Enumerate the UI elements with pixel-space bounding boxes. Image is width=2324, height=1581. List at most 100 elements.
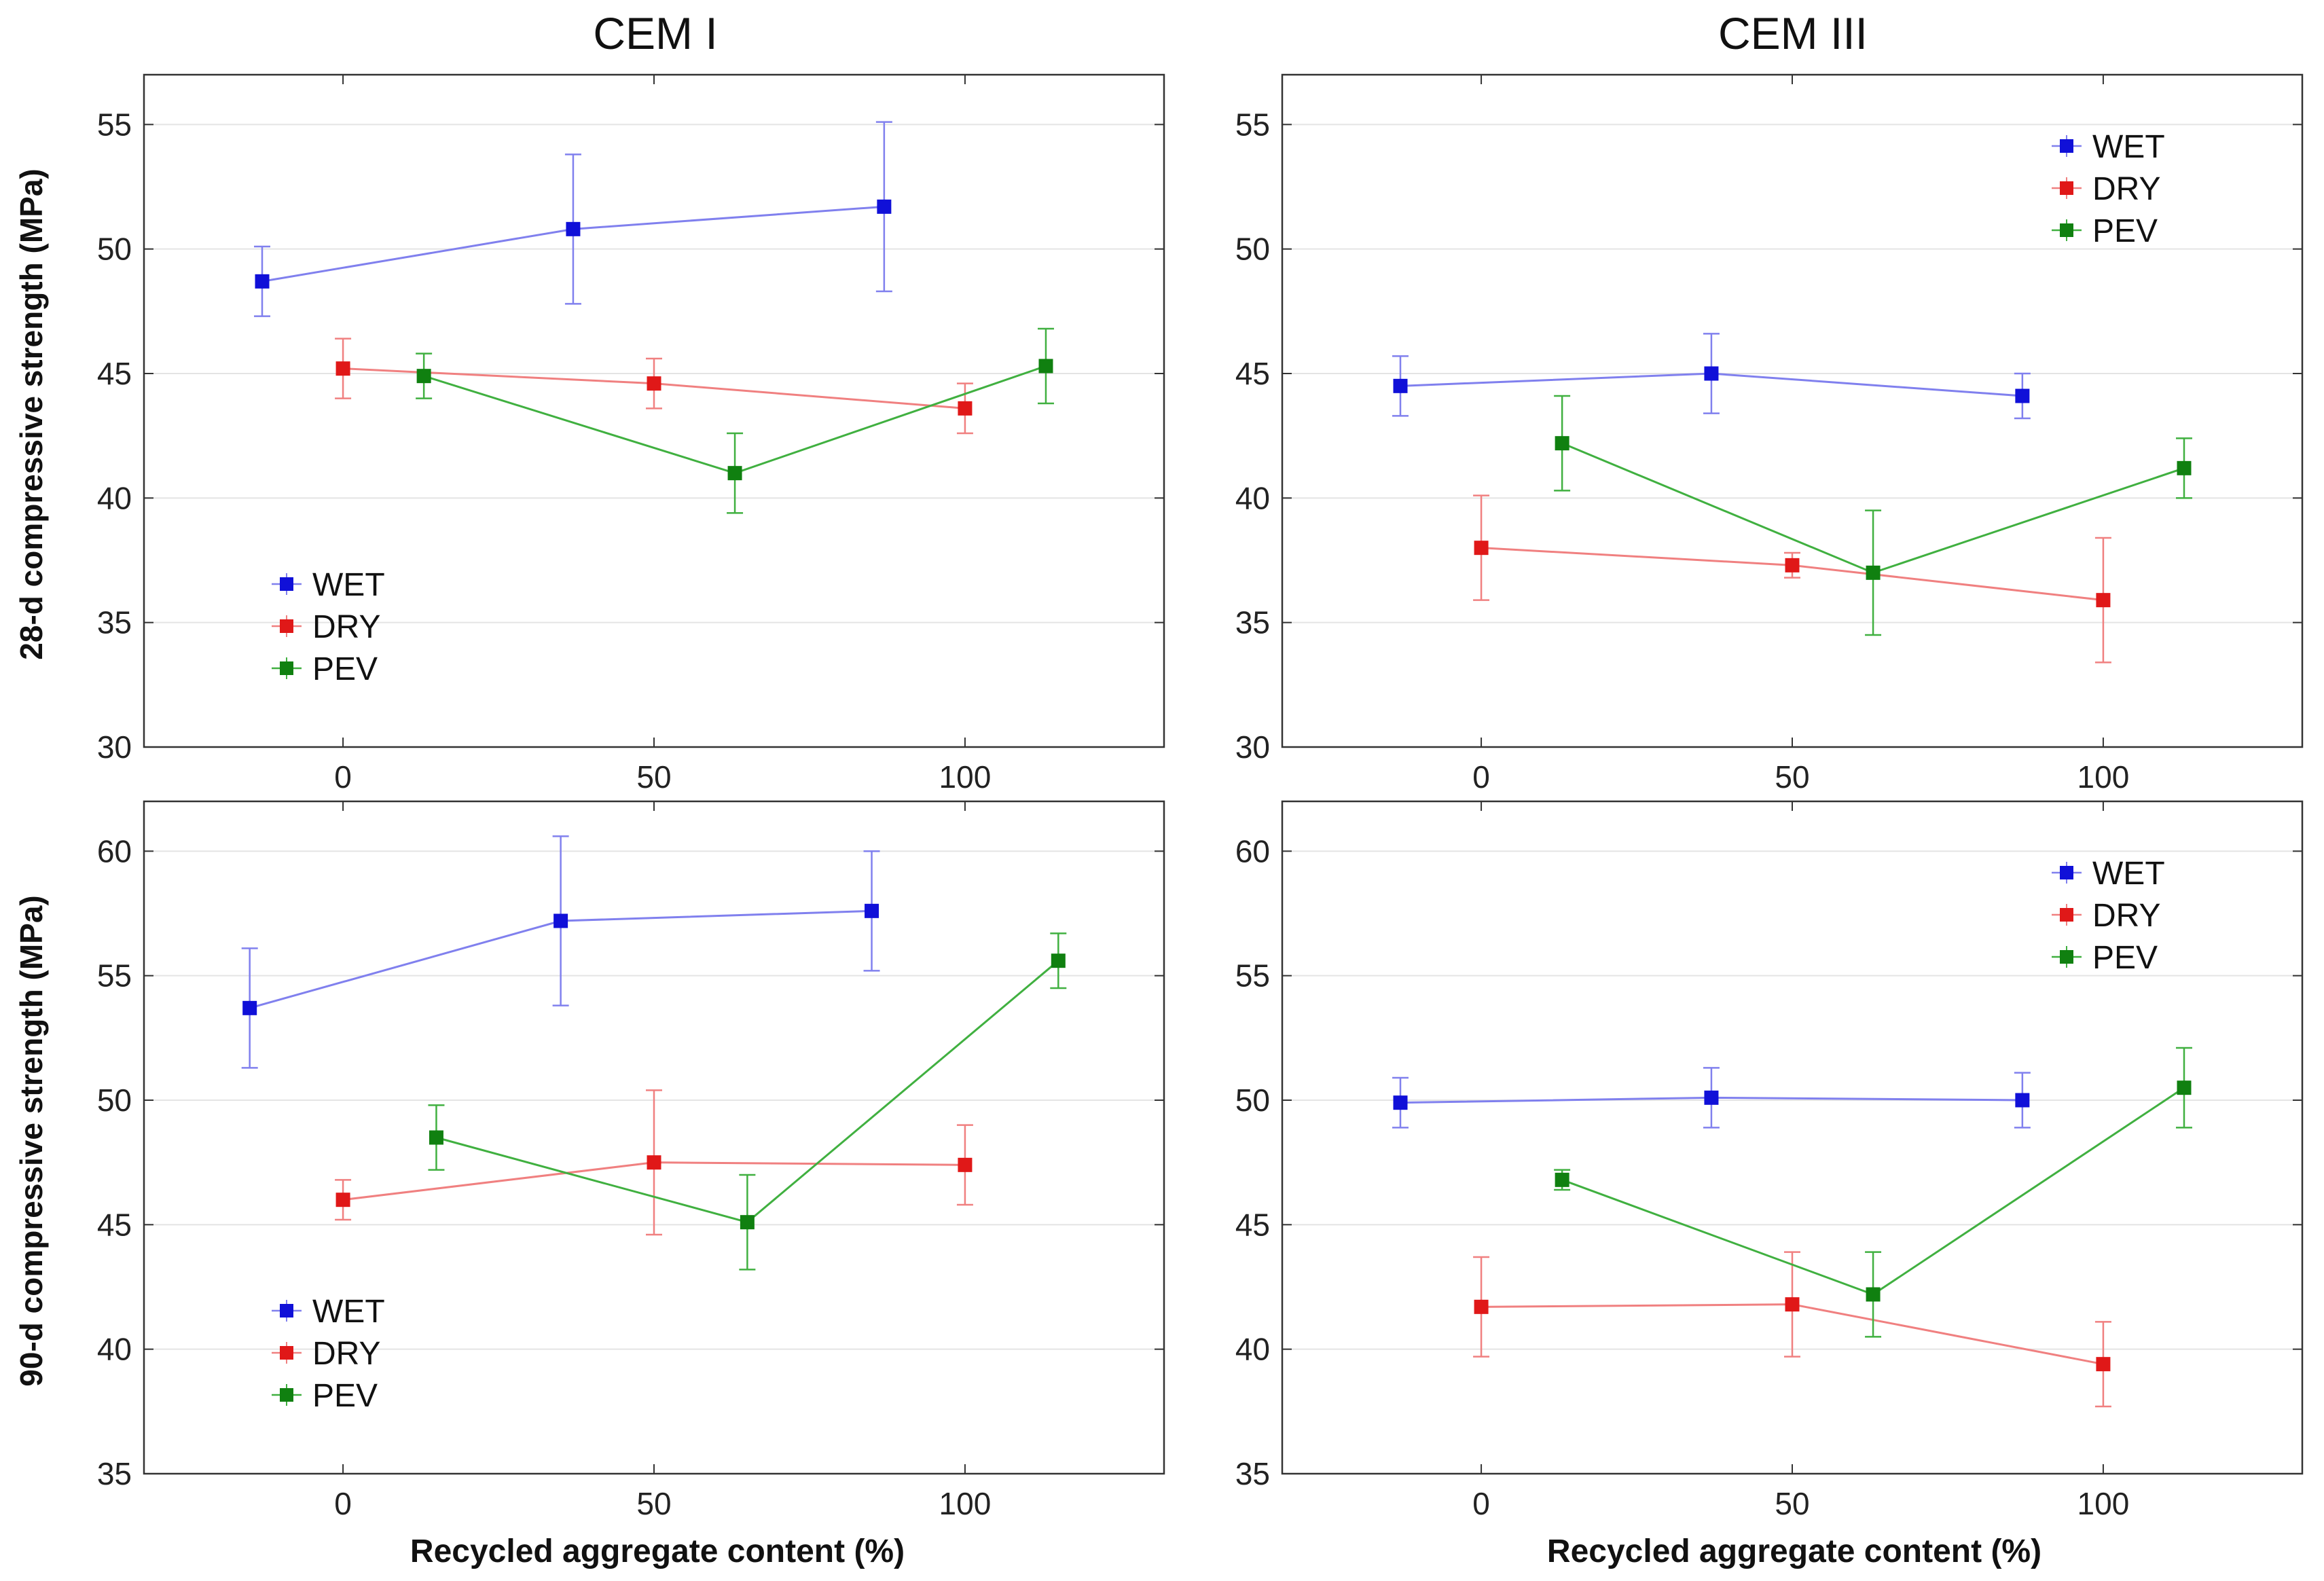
- panel-top-left-series-dry: [335, 338, 973, 435]
- panel-bottom-right-ytick-label-50: 50: [1235, 1083, 1270, 1118]
- panel-bottom-left-point-wet-1: [553, 913, 568, 928]
- panel-bottom-right-point-wet-0: [1393, 1095, 1408, 1110]
- panel-bottom-left-point-pev-0: [429, 1130, 443, 1145]
- panel-bottom-right-point-wet-2: [2015, 1093, 2030, 1108]
- panel-bottom-right-ytick-label-45: 45: [1235, 1207, 1270, 1242]
- panel-top-left-legend-marker-wet: [280, 577, 293, 591]
- panel-bottom-right-point-wet-1: [1704, 1090, 1719, 1105]
- panel-bottom-left-ytick-label-50: 50: [97, 1083, 132, 1118]
- panel-bottom-left-point-dry-2: [958, 1157, 973, 1172]
- panel-top-right-legend-marker-pev: [2060, 223, 2073, 237]
- panel-bottom-right-series-dry: [1473, 1251, 2111, 1408]
- panel-bottom-right-legend-marker-dry: [2060, 908, 2073, 922]
- panel-bottom-right-legend-label-wet: WET: [2092, 856, 2165, 892]
- panel-bottom-left-series-dry: [335, 1089, 973, 1236]
- panel-top-right-point-wet-2: [2015, 388, 2030, 403]
- panel-bottom-left-legend-marker-wet: [280, 1304, 293, 1318]
- panel-top-right-legend: WET DRY PEV: [2052, 129, 2165, 249]
- panel-bottom-left-series-pev: [428, 932, 1067, 1271]
- panel-bottom-right-ytick-label-60: 60: [1235, 833, 1270, 869]
- panel-top-left-series-wet: [254, 121, 892, 317]
- panel-top-right-legend-label-pev: PEV: [2092, 213, 2158, 249]
- panel-top-left-point-wet-0: [255, 274, 270, 289]
- panel-top-left-point-wet-2: [877, 199, 892, 214]
- panel-bottom-left-series-wet: [241, 835, 880, 1069]
- panel-top-left: 30 35 40 45 50 55 0 50 100 WET DRY PEV: [97, 73, 1165, 795]
- panel-bottom-right-ytick-label-55: 55: [1235, 958, 1270, 994]
- panel-top-right-point-wet-0: [1393, 378, 1408, 393]
- panel-bottom-right-legend: WET DRY PEV: [2052, 856, 2165, 976]
- panel-top-right-point-dry-1: [1785, 558, 1800, 573]
- panel-top-left-point-dry-2: [958, 401, 973, 416]
- panel-top-left-xtick-label-50: 50: [636, 759, 671, 795]
- panel-bottom-left-xtick-label-50: 50: [636, 1486, 671, 1521]
- panel-top-right-series-pev: [1554, 395, 2192, 636]
- panel-bottom-right-legend-marker-pev: [2060, 950, 2073, 964]
- panel-top-left-point-pev-0: [416, 369, 431, 384]
- panel-top-right-ytick-label-40: 40: [1235, 480, 1270, 515]
- panel-bottom-right-legend-label-pev: PEV: [2092, 940, 2158, 976]
- column-title-cem-i: CEM I: [593, 8, 717, 58]
- panel-bottom-left-legend-marker-dry: [280, 1346, 293, 1360]
- panel-bottom-left-point-dry-1: [647, 1155, 661, 1170]
- panel-top-right-ytick-label-50: 50: [1235, 232, 1270, 267]
- panel-bottom-right-point-pev-0: [1555, 1172, 1569, 1187]
- panel-top-left-point-pev-2: [1038, 359, 1053, 374]
- panel-top-left-legend: WET DRY PEV: [272, 567, 385, 687]
- panel-bottom-right-legend-marker-wet: [2060, 866, 2073, 879]
- panel-bottom-left-legend-label-dry: DRY: [312, 1336, 380, 1372]
- panel-top-right-ytick-label-30: 30: [1235, 729, 1270, 765]
- panel-bottom-left-xtick-label-100: 100: [939, 1486, 992, 1521]
- panel-top-left-legend-label-wet: WET: [312, 567, 385, 603]
- panel-top-left-legend-marker-dry: [280, 619, 293, 633]
- panel-top-right-series-dry: [1473, 494, 2111, 664]
- panel-top-left-ytick-label-50: 50: [97, 232, 132, 267]
- panel-bottom-left-ytick-label-60: 60: [97, 833, 132, 869]
- panel-bottom-right: 35 40 45 50 55 60 0 50 100 WET DRY PEV: [1235, 800, 2304, 1521]
- panel-top-right-series-wet: [1392, 333, 2031, 420]
- x-axis-label-left: Recycled aggregate content (%): [410, 1533, 905, 1569]
- panel-top-left-point-pev-1: [727, 466, 742, 481]
- panel-top-left-point-dry-1: [647, 376, 661, 391]
- panel-top-right: 30 35 40 45 50 55 0 50 100 WET DRY PEV: [1235, 73, 2304, 795]
- panel-top-right-point-pev-1: [1866, 565, 1881, 580]
- panel-bottom-right-xtick-label-0: 0: [1472, 1486, 1490, 1521]
- x-axis-label-right: Recycled aggregate content (%): [1547, 1533, 2041, 1569]
- panel-bottom-right-legend-label-dry: DRY: [2092, 898, 2160, 934]
- panel-top-right-point-dry-0: [1474, 541, 1489, 556]
- panel-top-right-legend-marker-dry: [2060, 181, 2073, 195]
- panel-bottom-left: 35 40 45 50 55 60 0 50 100 WET DRY PEV: [97, 800, 1165, 1521]
- panel-top-left-ytick-label-35: 35: [97, 605, 132, 640]
- panel-top-left-frame: [143, 73, 1165, 748]
- panel-bottom-left-point-wet-2: [865, 903, 879, 918]
- panel-top-left-point-wet-1: [566, 221, 581, 236]
- panel-top-right-xtick-label-0: 0: [1472, 759, 1490, 795]
- panel-bottom-right-point-dry-1: [1785, 1297, 1800, 1312]
- panel-top-left-legend-marker-pev: [280, 661, 293, 675]
- panel-top-right-legend-label-wet: WET: [2092, 129, 2165, 165]
- panel-top-right-xtick-label-100: 100: [2077, 759, 2130, 795]
- panel-top-right-point-pev-0: [1555, 436, 1569, 451]
- panel-top-left-ytick-label-55: 55: [97, 107, 132, 142]
- panel-top-right-ytick-label-55: 55: [1235, 107, 1270, 142]
- panel-top-left-ytick-label-45: 45: [97, 356, 132, 391]
- panel-bottom-left-ytick-label-45: 45: [97, 1207, 132, 1242]
- panel-top-left-series-pev: [416, 327, 1054, 514]
- panel-bottom-left-ytick-label-40: 40: [97, 1332, 132, 1367]
- panel-top-left-xtick-label-0: 0: [334, 759, 352, 795]
- panel-bottom-left-ytick-label-35: 35: [97, 1456, 132, 1491]
- panel-bottom-right-ytick-label-40: 40: [1235, 1332, 1270, 1367]
- panel-bottom-right-xtick-label-100: 100: [2077, 1486, 2130, 1521]
- panel-bottom-right-series-pev: [1554, 1047, 2192, 1338]
- panel-bottom-left-legend-marker-pev: [280, 1388, 293, 1402]
- panel-bottom-left-point-dry-0: [335, 1193, 350, 1207]
- panel-top-right-point-wet-1: [1704, 366, 1719, 381]
- panel-bottom-left-xtick-label-0: 0: [334, 1486, 352, 1521]
- panel-bottom-left-point-pev-1: [740, 1215, 755, 1230]
- panel-top-right-point-pev-2: [2177, 460, 2192, 475]
- chart-panels: 30 35 40 45 50 55 0 50 100 WET DRY PEV 30 35 40 45 50 55 0…: [97, 73, 2304, 1521]
- panel-bottom-right-point-pev-2: [2177, 1080, 2192, 1095]
- panel-top-right-ytick-label-45: 45: [1235, 356, 1270, 391]
- panel-top-left-xtick-label-100: 100: [939, 759, 992, 795]
